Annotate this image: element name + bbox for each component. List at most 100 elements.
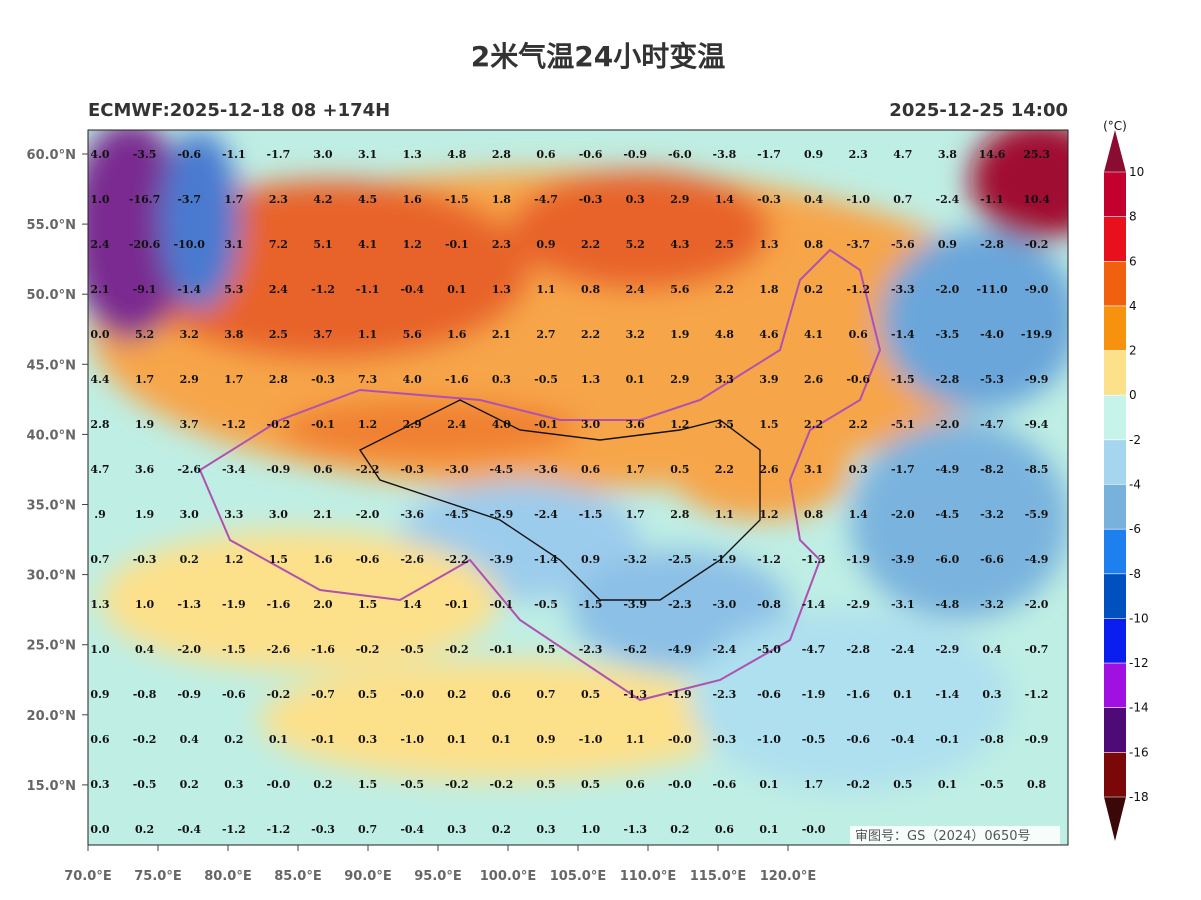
grid-value: -0.8 [980, 733, 1004, 746]
colorbar-unit: (°C) [1103, 119, 1127, 133]
grid-value: 7.2 [269, 238, 288, 251]
grid-value: -1.4 [534, 553, 558, 566]
colorbar-label: -18 [1129, 790, 1149, 804]
grid-value: -1.4 [177, 283, 201, 296]
grid-value: 0.4 [982, 643, 1001, 656]
grid-value: 2.2 [715, 463, 734, 476]
grid-value: 4.8 [447, 148, 466, 161]
grid-value: 4.7 [893, 148, 912, 161]
grid-value: 5.6 [670, 283, 689, 296]
colorbar-top [1104, 130, 1126, 172]
grid-value: 2.2 [715, 283, 734, 296]
grid-value: -1.9 [222, 598, 246, 611]
grid-value: -0.5 [534, 373, 558, 386]
grid-value: -9.4 [1025, 418, 1049, 431]
lat-label: 30.0°N [27, 569, 76, 584]
grid-value: 2.4 [626, 283, 645, 296]
grid-value: 2.9 [670, 373, 689, 386]
watermark: 审图号：GS（2024）0650号 [855, 829, 1031, 844]
grid-value: -1.9 [713, 553, 737, 566]
colorbar-label: 8 [1129, 210, 1137, 224]
grid-value: -2.4 [713, 643, 737, 656]
grid-value: 2.9 [180, 373, 199, 386]
grid-value: -1.5 [579, 508, 603, 521]
grid-value: 2.9 [403, 418, 422, 431]
grid-value: 2.5 [715, 238, 734, 251]
colorbar-label: 0 [1129, 388, 1137, 402]
grid-value: 1.0 [135, 598, 154, 611]
grid-value: 2.9 [670, 193, 689, 206]
grid-value: 3.3 [224, 508, 243, 521]
grid-value: 0.9 [804, 148, 823, 161]
grid-value: -4.9 [1025, 553, 1049, 566]
grid-value: -3.9 [623, 598, 647, 611]
grid-value: 2.4 [269, 283, 288, 296]
grid-value: -2.9 [936, 643, 960, 656]
grid-value: -6.0 [668, 148, 692, 161]
grid-value: -0.2 [1025, 238, 1049, 251]
grid-value: -0.6 [579, 148, 603, 161]
grid-value: 0.2 [224, 733, 243, 746]
grid-value: -0.6 [846, 733, 870, 746]
grid-value: -0.6 [222, 688, 246, 701]
grid-value: -2.5 [668, 553, 692, 566]
grid-value: -1.6 [267, 598, 291, 611]
grid-value: 1.2 [224, 553, 243, 566]
grid-value: -4.7 [802, 643, 826, 656]
grid-value: 0.9 [938, 238, 957, 251]
grid-value: 0.8 [804, 238, 823, 251]
grid-value: -0.9 [267, 463, 291, 476]
grid-value: -0.7 [1025, 643, 1049, 656]
grid-value: 4.8 [715, 328, 734, 341]
grid-value: 3.6 [135, 463, 154, 476]
grid-value: 2.3 [492, 238, 511, 251]
grid-value: -4.5 [490, 463, 514, 476]
grid-value: -9.9 [1025, 373, 1049, 386]
colorbar-band [1104, 529, 1126, 575]
grid-value: 0.2 [447, 688, 466, 701]
lat-label: 25.0°N [27, 639, 76, 654]
grid-value: -1.9 [846, 553, 870, 566]
grid-value: -3.0 [445, 463, 469, 476]
watermark-bg [850, 826, 1060, 844]
grid-value: -4.8 [936, 598, 960, 611]
colorbar-label: -6 [1129, 522, 1141, 536]
grid-value: 1.8 [759, 283, 778, 296]
grid-value: 1.4 [715, 193, 734, 206]
grid-value: 3.3 [715, 373, 734, 386]
grid-value: 3.1 [358, 148, 377, 161]
colorbar-band [1104, 618, 1126, 664]
colorbar-label: -12 [1129, 656, 1149, 670]
grid-value: 1.7 [224, 193, 243, 206]
grid-value: -3.5 [936, 328, 960, 341]
grid-value: -1.2 [846, 283, 870, 296]
grid-value: -1.3 [802, 553, 826, 566]
grid-value: -5.9 [1025, 508, 1049, 521]
grid-value: -0.4 [400, 823, 424, 836]
grid-value: -0.1 [445, 238, 469, 251]
grid-value: 5.6 [403, 328, 422, 341]
grid-value: 0.3 [626, 193, 645, 206]
grid-value: -11.0 [976, 283, 1008, 296]
grid-value: -0.2 [356, 643, 380, 656]
grid-value: 0.1 [492, 733, 511, 746]
grid-value: 3.0 [180, 508, 199, 521]
grid-value: 0.5 [358, 688, 377, 701]
grid-value: -0.6 [713, 778, 737, 791]
grid-value: 2.1 [313, 508, 332, 521]
grid-value: 3.0 [581, 418, 600, 431]
grid-value: -9.1 [133, 283, 157, 296]
grid-value: 1.1 [358, 328, 377, 341]
grid-value: 0.3 [849, 463, 868, 476]
grid-value: 0.7 [358, 823, 377, 836]
grid-value: 1.0 [581, 823, 600, 836]
grid-value: 3.8 [938, 148, 957, 161]
grid-value: .9 [94, 508, 105, 521]
grid-value: -2.9 [846, 598, 870, 611]
grid-value: 3.5 [715, 418, 734, 431]
grid-value: -4.9 [668, 643, 692, 656]
colorbar-band [1104, 305, 1126, 352]
grid-value: 0.2 [670, 823, 689, 836]
grid-value: 4.0 [492, 418, 511, 431]
grid-value: -1.4 [891, 328, 915, 341]
